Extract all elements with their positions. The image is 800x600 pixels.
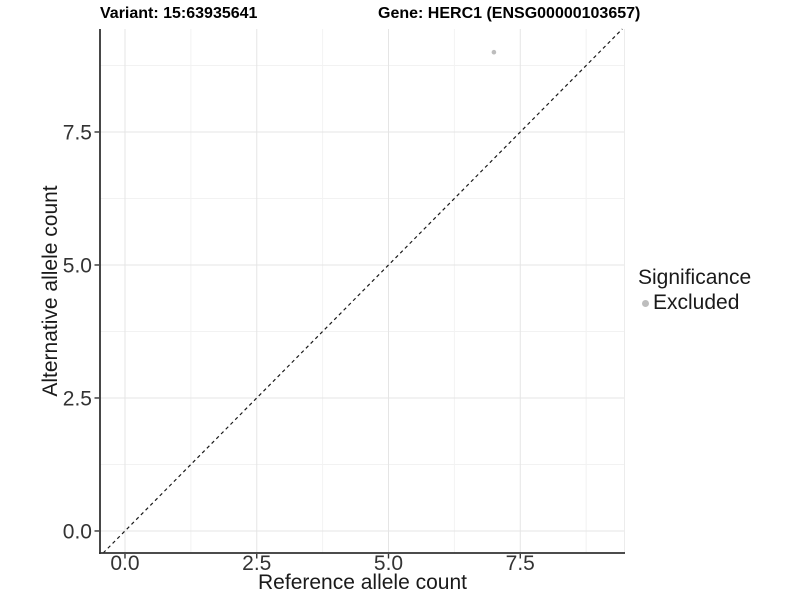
legend-title: Significance bbox=[638, 266, 752, 289]
y-tick-label: 5.0 bbox=[63, 254, 92, 277]
x-tick-label: 7.5 bbox=[506, 552, 535, 575]
x-tick-label: 0.0 bbox=[110, 552, 139, 575]
x-tick-label: 5.0 bbox=[374, 552, 403, 575]
x-axis-title: Reference allele count bbox=[258, 571, 467, 594]
y-tick-label: 2.5 bbox=[63, 387, 92, 410]
legend-item-label: Excluded bbox=[653, 291, 740, 314]
x-tick-label: 2.5 bbox=[242, 552, 271, 575]
legend-item: Excluded bbox=[638, 291, 751, 315]
identity-line bbox=[102, 28, 623, 554]
excluded-key-icon bbox=[642, 299, 649, 307]
legend: Significance Excluded bbox=[638, 266, 751, 315]
plot-title-gene: Gene: HERC1 (ENSG00000103657) bbox=[378, 5, 641, 22]
data-point bbox=[491, 49, 497, 55]
y-tick-label: 0.0 bbox=[63, 520, 92, 543]
y-tick-label: 7.5 bbox=[63, 121, 92, 144]
plot-title-variant: Variant: 15:63935641 bbox=[100, 5, 258, 22]
y-axis-title: Alternative allele count bbox=[39, 185, 62, 397]
